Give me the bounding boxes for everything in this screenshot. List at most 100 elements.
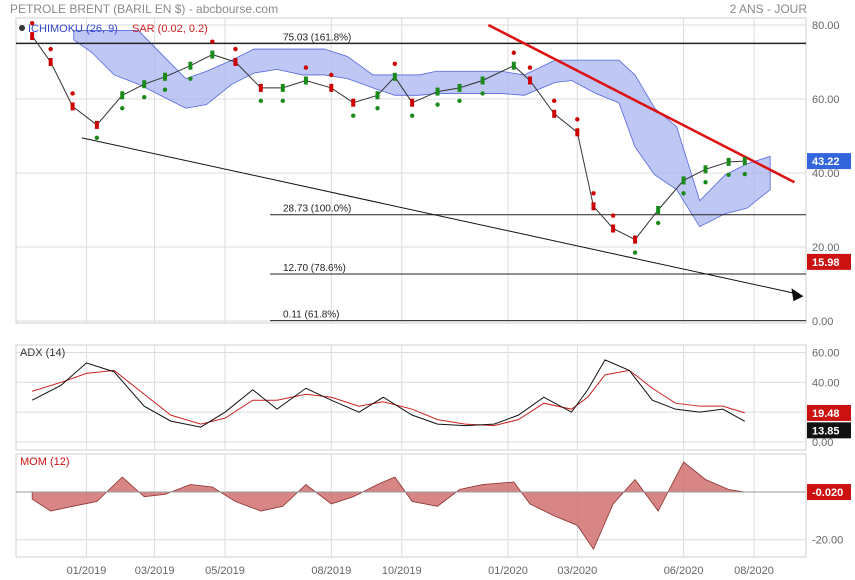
price-candle — [435, 87, 440, 96]
price-candle — [742, 157, 747, 166]
price-candle — [480, 76, 485, 85]
price-candle — [329, 83, 334, 92]
x-tick-label: 05/2019 — [205, 565, 245, 577]
legend-sar: SAR (0.02, 0.2) — [132, 23, 208, 35]
y-tick-label: -20.00 — [812, 535, 843, 547]
adx-signal-tag: 19.48 — [812, 408, 840, 420]
x-tick-label: 10/2019 — [382, 565, 422, 577]
y-tick-label: 60.00 — [812, 347, 840, 359]
price-candle — [94, 120, 99, 129]
price-candle — [552, 109, 557, 118]
price-candle — [511, 61, 516, 70]
y-tick-label: 80.00 — [812, 20, 840, 32]
y-tick-label: 0.00 — [812, 437, 833, 449]
last-price-tag: 43.22 — [812, 156, 840, 168]
sar-dot — [120, 106, 125, 111]
sar-dot — [392, 61, 398, 67]
sar-dot — [435, 102, 440, 107]
price-candle — [30, 32, 35, 41]
price-candle — [280, 83, 285, 92]
adx-last-tag-bg — [807, 422, 851, 439]
price-candle — [258, 83, 263, 92]
price-candle — [410, 98, 415, 107]
fib-level-label: 12.70 (78.6%) — [283, 263, 346, 274]
fib-level-label: 75.03 (161.8%) — [283, 32, 351, 43]
price-candle — [681, 176, 686, 185]
chart-title: PETROLE BRENT (BARIL EN $) - abcbourse.c… — [10, 2, 279, 16]
x-tick-label: 08/2020 — [734, 565, 774, 577]
y-tick-label: 60.00 — [812, 94, 840, 106]
sar-dot — [409, 113, 415, 118]
y-tick-label: 0.00 — [812, 316, 833, 328]
adx-line — [31, 359, 746, 428]
mom-area — [31, 461, 746, 551]
price-candle — [303, 76, 308, 85]
price-candle — [120, 91, 125, 100]
price-candle — [70, 102, 75, 111]
price-candle — [233, 58, 238, 66]
resistance-trendline — [487, 23, 796, 184]
sar-dot — [726, 172, 731, 178]
adx-title: ADX (14) — [20, 347, 65, 359]
x-tick-label: 03/2019 — [135, 565, 175, 577]
sar-dot — [258, 98, 264, 104]
mom-last-tag: -0.020 — [812, 487, 843, 499]
chart-period[interactable]: 2 ANS - JOUR — [729, 2, 807, 16]
legend-marker — [19, 25, 25, 31]
sar-dot — [210, 39, 215, 44]
price-candle — [188, 61, 193, 70]
sar-dot — [632, 250, 638, 255]
fib-level-label: 28.73 (100.0%) — [283, 204, 351, 215]
sar-dot — [655, 220, 661, 226]
fib-level-label: 0.11 (61.8%) — [283, 310, 340, 321]
price-candle — [726, 157, 731, 166]
sar-dot — [351, 113, 356, 118]
sar-dot — [48, 46, 53, 52]
price-candle — [210, 50, 215, 59]
y-tick-label: 40.00 — [812, 168, 840, 180]
sar-dot — [70, 91, 75, 96]
adx-signal-tag-bg — [807, 404, 851, 421]
sar-dot — [480, 91, 485, 96]
price-marker-tag: 15.98 — [812, 257, 840, 269]
price-candle — [375, 91, 380, 100]
mom-last-tag-bg — [807, 484, 851, 501]
x-tick-label: 06/2020 — [664, 565, 704, 577]
price-candle — [142, 80, 147, 89]
price-candle — [48, 58, 53, 66]
sar-dot — [303, 65, 309, 70]
sar-dot — [703, 180, 708, 185]
sar-dot — [527, 65, 533, 70]
price-candle — [591, 202, 596, 211]
adx-last-tag: 13.85 — [812, 425, 840, 437]
sar-dot — [552, 98, 557, 104]
price-candle — [633, 235, 638, 244]
sar-dot — [329, 72, 334, 78]
price-candle — [575, 128, 580, 137]
sar-dot — [29, 20, 35, 26]
adx-signal-line — [32, 369, 745, 427]
price-candle — [162, 72, 167, 81]
price-candle — [611, 224, 616, 233]
support-trendline — [81, 137, 795, 294]
y-tick-label: 20.00 — [812, 242, 840, 254]
sar-dot — [575, 117, 580, 122]
sar-dot — [610, 213, 616, 218]
price-candle — [392, 72, 397, 81]
panel-frame-adx — [15, 344, 807, 451]
sar-dot — [457, 98, 462, 104]
price-candle — [351, 98, 356, 107]
y-tick-label: 40.00 — [812, 377, 840, 389]
sar-dot — [511, 50, 516, 55]
sar-dot — [162, 87, 168, 92]
support-arrowhead — [791, 288, 804, 302]
x-tick-label: 03/2020 — [557, 565, 597, 577]
last-price-tag-bg — [807, 153, 851, 170]
legend-ichimoku: ICHIMOKU (26, 9) — [28, 23, 118, 35]
sar-dot — [375, 106, 380, 111]
sar-dot — [742, 171, 747, 177]
x-tick-label: 08/2019 — [311, 565, 351, 577]
sar-dot — [280, 98, 285, 104]
sar-dot — [94, 135, 100, 141]
